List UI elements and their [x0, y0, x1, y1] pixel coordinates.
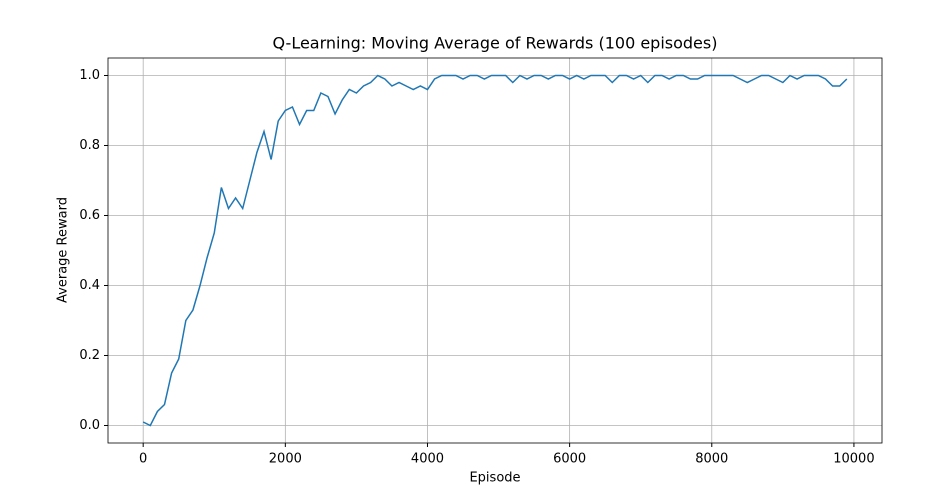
plot-frame: [107, 57, 883, 444]
x-tick-label: 10000: [833, 452, 874, 467]
x-tick-label: 4000: [411, 452, 444, 467]
x-tick-label: 6000: [553, 452, 586, 467]
y-tick-label: 0.8: [79, 138, 100, 153]
y-tick-label: 0.2: [79, 348, 100, 363]
data-line: [142, 74, 848, 427]
x-axis-label: Episode: [469, 471, 520, 486]
y-axis-label: Average Reward: [56, 197, 71, 303]
y-tick-label: 1.0: [79, 68, 100, 83]
x-tick-label: 8000: [695, 452, 728, 467]
y-tick-label: 0.4: [79, 278, 100, 293]
chart-title: Q-Learning: Moving Average of Rewards (1…: [273, 34, 718, 53]
y-tick-label: 0.6: [79, 208, 100, 223]
y-tick-label: 0.0: [79, 418, 100, 433]
x-tick-label: 2000: [269, 452, 302, 467]
x-tick-label: 0: [139, 452, 147, 467]
